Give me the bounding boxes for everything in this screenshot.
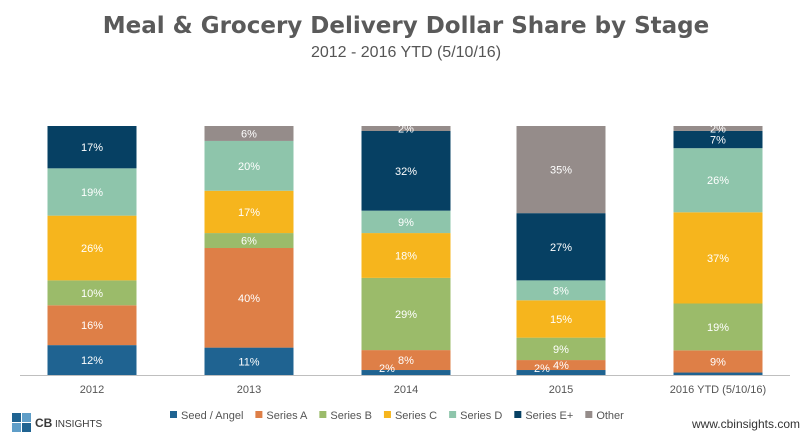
bar-2015-series-b [516, 337, 606, 361]
data-label-2015-series-c: 15% [550, 314, 572, 326]
data-label-2012-seed-angel: 12% [81, 355, 103, 367]
data-label-2013-series-d: 20% [238, 161, 260, 173]
bar-2016-ytd-5-10-16-other [673, 126, 763, 131]
bar-2013-series-d [204, 140, 294, 191]
data-label-2016-ytd-5-10-16-series-b: 19% [707, 322, 729, 334]
data-label-2016-ytd-5-10-16-other: 2% [710, 123, 726, 135]
data-label-2013-seed-angel: 11% [238, 356, 259, 368]
legend-label-seed-angel: Seed / Angel [181, 410, 243, 422]
bar-2012-series-d [47, 168, 137, 216]
bar-2014-series-c [361, 233, 451, 278]
cb-logo-icon [12, 413, 31, 432]
legend-label-series-e: Series E+ [525, 410, 573, 422]
logo-cb-text: CB [35, 416, 53, 430]
legend-swatch-seed-angel [170, 411, 177, 418]
data-label-2015-series-d: 8% [553, 285, 569, 297]
footer-url[interactable]: www.cbinsights.com [691, 417, 800, 431]
bar-2016-ytd-5-10-16-series-a [673, 350, 763, 373]
bar-2013-seed-angel [204, 347, 294, 375]
x-tick-2015: 2015 [549, 384, 573, 396]
bar-2015-seed-angel [516, 370, 606, 375]
bar-2016-ytd-5-10-16-series-d [673, 148, 763, 213]
logo-insights-text: INSIGHTS [55, 419, 103, 430]
legend-label-series-b: Series B [330, 410, 372, 422]
bar-2012-series-a [47, 305, 137, 346]
legend-label-series-c: Series C [395, 410, 437, 422]
bar-2015-series-d [516, 280, 606, 301]
data-label-2013-other: 6% [241, 128, 257, 140]
bar-2014-series-e [361, 130, 451, 211]
bar-2013-series-a [204, 248, 294, 348]
bar-2013-series-c [204, 190, 294, 234]
data-label-2014-series-a: 8% [398, 355, 414, 367]
legend-swatch-other [585, 411, 593, 418]
data-label-2015-series-b: 9% [553, 344, 569, 356]
bar-2012-seed-angel [47, 345, 137, 375]
data-label-2012-series-b: 10% [81, 288, 103, 300]
data-label-2015-series-a: 4% [553, 360, 569, 372]
data-label-2016-ytd-5-10-16-series-a: 9% [710, 356, 726, 368]
annotation-2015-seed-angel: 2% [534, 363, 550, 375]
data-label-2013-series-b: 6% [241, 236, 257, 248]
bar-2014-other [361, 126, 451, 131]
bar-2016-ytd-5-10-16-series-b [673, 303, 763, 351]
bar-2016-ytd-5-10-16-series-c [673, 212, 763, 304]
x-tick-2013: 2013 [237, 384, 261, 396]
chart-subtitle: 2012 - 2016 YTD (5/10/16) [311, 44, 501, 61]
bar-2015-series-e [516, 213, 606, 281]
x-axis-ticks: 2012 2013 2014 2015 2016 YTD (5/10/16) [80, 384, 766, 396]
bar-2014-seed-angel [361, 370, 451, 375]
bar-2014-series-d [361, 210, 451, 234]
legend-swatch-series-c [383, 411, 391, 418]
legend-label-other: Other [596, 410, 624, 422]
annotation-2014-seed-angel: 2% [379, 363, 395, 375]
cb-insights-logo: CB INSIGHTS [12, 413, 103, 432]
bar-2012-series-c [47, 215, 137, 281]
x-tick-2014: 2014 [394, 384, 418, 396]
bar-2012-series-e [47, 126, 137, 169]
data-label-2016-ytd-5-10-16-series-d: 26% [707, 175, 729, 187]
data-label-2014-other: 2% [398, 123, 414, 135]
bar-2016-ytd-5-10-16-series-e [673, 130, 763, 149]
legend-swatch-series-e [514, 411, 522, 418]
bar-2013-series-b [204, 233, 294, 249]
data-label-2012-series-d: 19% [81, 187, 103, 199]
data-label-2013-series-a: 40% [238, 293, 260, 305]
data-label-2012-series-a: 16% [81, 320, 103, 332]
bar-2015-other [516, 126, 606, 214]
data-label-2014-series-b: 29% [395, 309, 417, 321]
legend-swatch-series-a [255, 411, 263, 418]
data-label-2012-series-c: 26% [81, 243, 103, 255]
bar-2015-series-a [516, 360, 606, 371]
data-label-2014-series-c: 18% [395, 250, 417, 262]
data-label-2013-series-c: 17% [238, 207, 260, 219]
data-label-2014-series-e: 32% [395, 166, 417, 178]
legend-swatch-series-d [449, 411, 457, 418]
bar-2013-other [204, 126, 294, 141]
data-label-2012-series-e: 17% [81, 142, 103, 154]
legend-label-series-d: Series D [460, 410, 502, 422]
chart-title: Meal & Grocery Delivery Dollar Share by … [103, 13, 710, 39]
x-tick-2012: 2012 [80, 384, 104, 396]
bar-2012-series-b [47, 280, 137, 306]
data-label-2015-series-e: 27% [550, 242, 572, 254]
data-label-2016-ytd-5-10-16-series-c: 37% [707, 253, 729, 265]
data-label-2014-series-d: 9% [398, 217, 414, 229]
x-tick-2016-ytd-5-10-16: 2016 YTD (5/10/16) [670, 384, 766, 396]
bar-2015-series-c [516, 300, 606, 338]
bar-2014-series-a [361, 350, 451, 371]
bar-2016-ytd-5-10-16-seed-angel [673, 372, 763, 375]
data-label-2015-other: 35% [550, 165, 572, 177]
data-label-2016-ytd-5-10-16-series-e: 7% [710, 135, 726, 147]
bar-2014-series-b [361, 277, 451, 351]
legend-swatch-series-b [319, 411, 327, 418]
legend-label-series-a: Series A [266, 410, 308, 422]
bars-group: 12% 16% 10% 26% 19% 17% 11% 40% 6% 17% 20% 6% 8% 29% 1… [47, 123, 763, 375]
legend: Seed / Angel Series A Series B Series C Seri… [170, 410, 624, 422]
